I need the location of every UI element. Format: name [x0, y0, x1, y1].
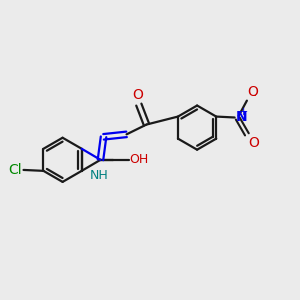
Text: OH: OH [129, 153, 149, 166]
Text: O: O [132, 88, 143, 102]
Text: O: O [248, 136, 259, 150]
Text: NH: NH [90, 169, 108, 182]
Text: +: + [239, 107, 248, 117]
Text: -: - [251, 88, 256, 102]
Text: Cl: Cl [8, 163, 22, 177]
Text: N: N [236, 110, 248, 124]
Text: O: O [248, 85, 258, 99]
